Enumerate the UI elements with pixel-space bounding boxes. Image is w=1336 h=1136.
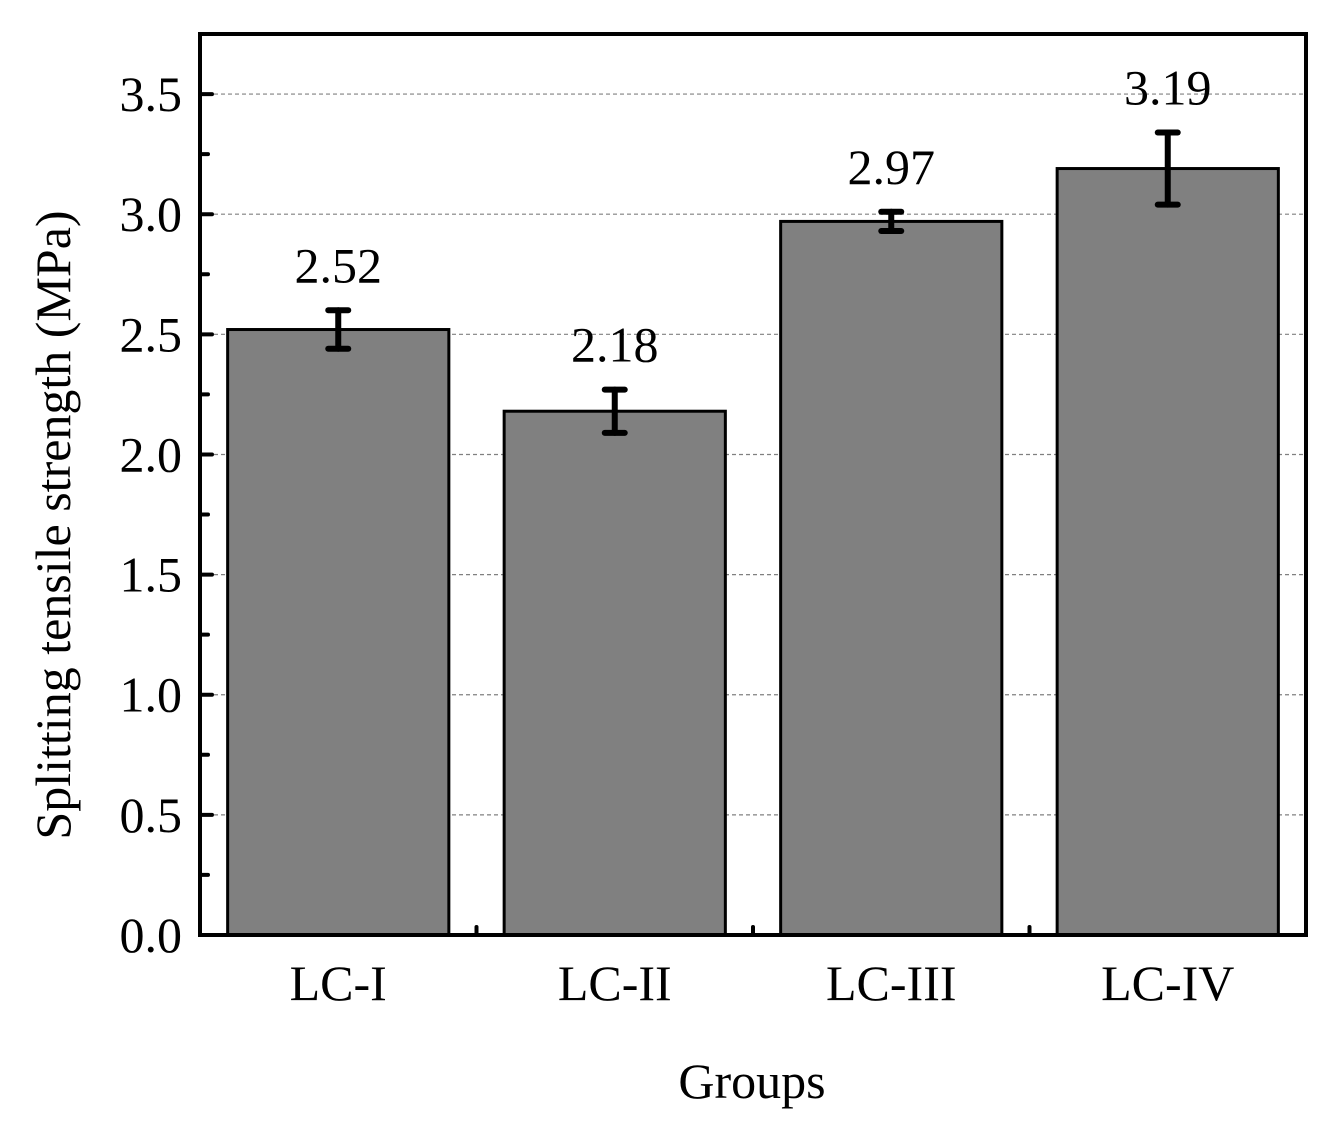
y-axis-title: Splitting tensile strength (MPa) [25, 210, 81, 839]
x-tick-label: LC-II [558, 955, 672, 1011]
y-tick-label: 3.0 [120, 186, 183, 242]
y-axis-ticks: 0.0 0.5 1.0 1.5 2.0 2.5 3.0 3.5 [120, 66, 214, 963]
error-bars [325, 129, 1181, 436]
value-label: 2.52 [295, 237, 383, 293]
y-tick-label: 1.5 [120, 547, 183, 603]
x-tick-label: LC-III [826, 955, 957, 1011]
y-tick-label: 2.0 [120, 426, 183, 482]
value-label: 2.97 [848, 139, 936, 195]
bar [502, 409, 727, 937]
bar [1055, 167, 1280, 937]
y-tick-label: 1.0 [120, 667, 183, 723]
bar [779, 219, 1004, 937]
value-label: 2.18 [571, 317, 659, 373]
bar [226, 328, 451, 937]
x-tick-label: LC-IV [1101, 955, 1234, 1011]
x-axis-ticks: LC-I LC-II LC-III LC-IV [290, 925, 1234, 1011]
y-tick-label: 0.5 [120, 787, 183, 843]
x-tick-label: LC-I [290, 955, 387, 1011]
value-labels: 2.52 2.18 2.97 3.19 [295, 60, 1212, 373]
x-axis-title: Groups [678, 1053, 825, 1109]
bars [226, 167, 1280, 937]
value-label: 3.19 [1124, 60, 1212, 116]
y-tick-label: 2.5 [120, 306, 183, 362]
y-tick-label: 0.0 [120, 907, 183, 963]
y-tick-label: 3.5 [120, 66, 183, 122]
